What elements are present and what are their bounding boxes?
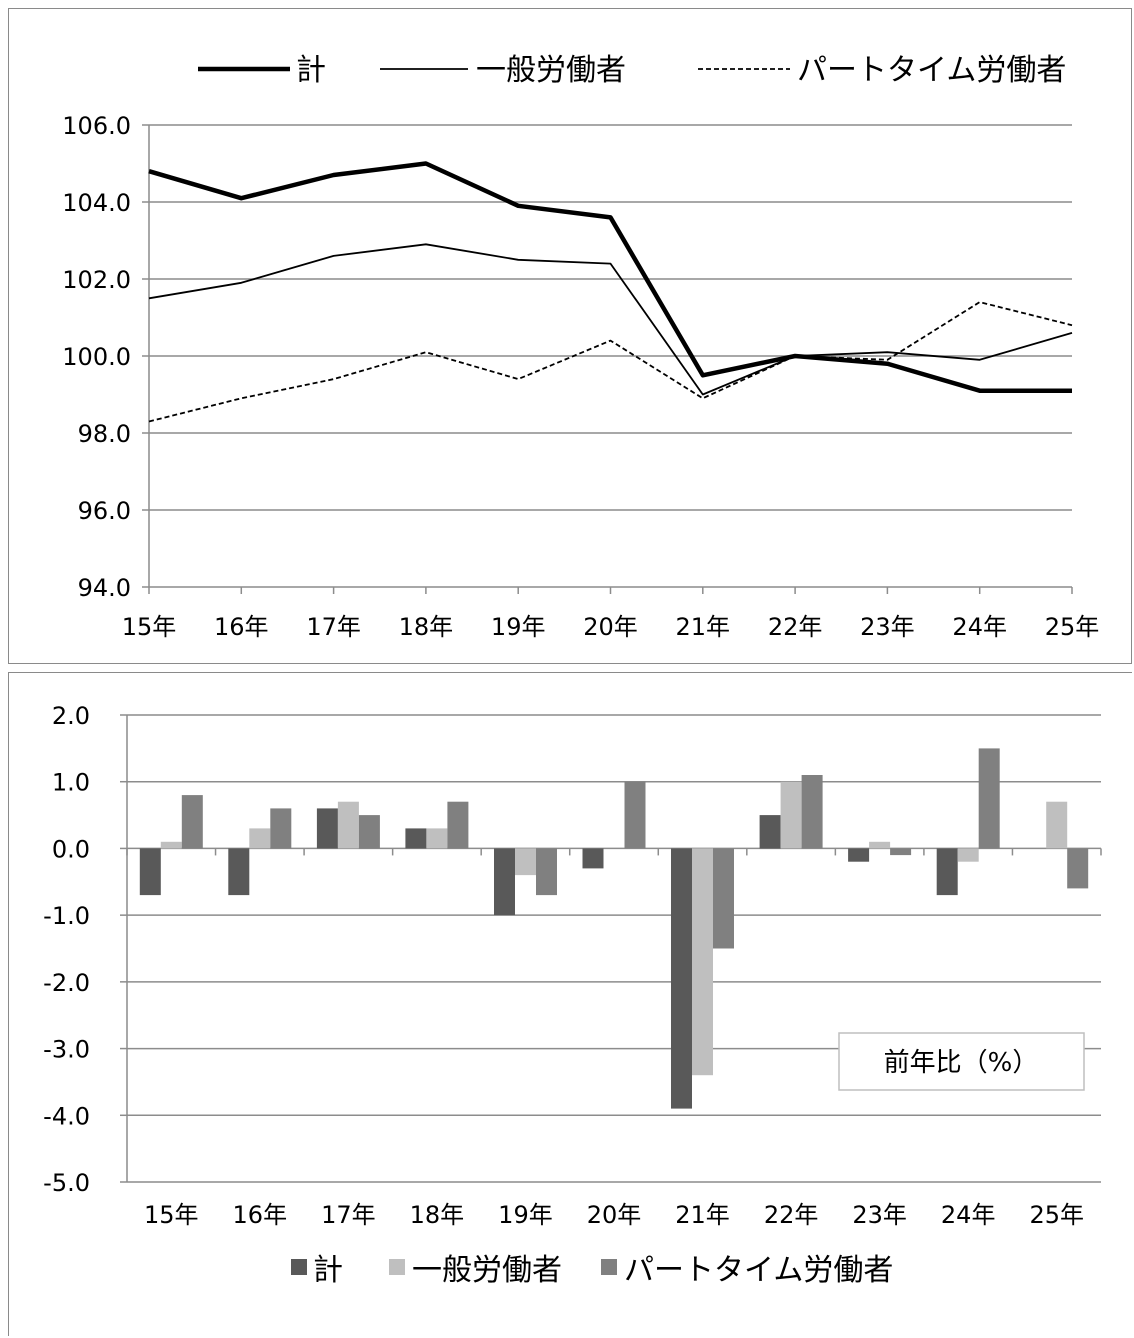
line-x-tick-label: 22年 [768, 613, 823, 641]
bar-0 [405, 828, 427, 849]
bar-1 [249, 828, 271, 849]
bar-y-tick-label: -2.0 [43, 969, 90, 997]
yoy-annotation-text: 前年比（%） [884, 1048, 1039, 1078]
bar-0 [139, 848, 161, 896]
bar-y-tick-label: -1.0 [43, 902, 90, 930]
bar-1 [780, 781, 802, 849]
line-x-tick-label: 24年 [952, 613, 1007, 641]
bar-y-tick-label: -5.0 [43, 1169, 90, 1197]
bar-2 [536, 848, 557, 896]
line-y-tick-label: 102.0 [62, 266, 131, 294]
bar-1 [1046, 801, 1068, 849]
bar-1 [957, 848, 979, 862]
bar-0 [848, 848, 870, 862]
line-x-tick-label: 19年 [491, 613, 546, 641]
bar-x-tick-label: 15年 [144, 1201, 199, 1229]
yoy-annotation-box [838, 1032, 1085, 1091]
bar-x-tick-label: 17年 [321, 1201, 376, 1229]
bar-x-tick-label: 25年 [1029, 1201, 1084, 1229]
line-y-tick-label: 94.0 [78, 574, 131, 602]
bar-0 [316, 808, 338, 849]
bar-legend-label: パートタイム労働者 [624, 1253, 893, 1288]
bar-2 [978, 748, 1000, 849]
line-series-1 [148, 243, 1073, 396]
yoy-bar-chart-panel [8, 672, 1132, 1336]
bar-0 [228, 848, 250, 896]
bar-x-tick-label: 19年 [498, 1201, 553, 1229]
bar-y-tick-label: 2.0 [52, 702, 90, 730]
bar-0 [671, 848, 692, 1109]
bar-legend-swatch [601, 1259, 617, 1275]
bar-legend-swatch [389, 1259, 405, 1275]
bar-1 [515, 848, 536, 876]
line-legend-label: 一般労働者 [476, 53, 626, 88]
bar-2 [801, 775, 823, 849]
bar-1 [337, 801, 359, 849]
index-line-chart-panel [8, 8, 1132, 664]
bar-2 [270, 808, 292, 849]
bar-2 [358, 815, 380, 849]
bar-legend-label: 一般労働者 [412, 1253, 562, 1288]
bar-y-tick-label: 0.0 [52, 835, 90, 863]
bar-x-tick-label: 23年 [852, 1201, 907, 1229]
bar-x-tick-label: 24年 [941, 1201, 996, 1229]
line-x-tick-label: 21年 [676, 613, 731, 641]
bar-0 [582, 848, 604, 869]
bar-2 [181, 795, 203, 849]
line-x-tick-label: 23年 [860, 613, 915, 641]
line-y-tick-label: 104.0 [62, 189, 131, 217]
line-x-tick-label: 25年 [1045, 613, 1100, 641]
bar-legend-label: 計 [313, 1253, 343, 1288]
bar-1 [426, 828, 448, 849]
bar-y-tick-label: -3.0 [43, 1036, 90, 1064]
line-series-0 [148, 161, 1072, 393]
bar-y-tick-label: -4.0 [43, 1102, 90, 1130]
bar-1 [692, 848, 713, 1076]
line-x-tick-label: 15年 [122, 613, 177, 641]
bar-2 [447, 801, 469, 849]
line-y-tick-label: 96.0 [78, 497, 131, 525]
line-legend-label: 計 [296, 53, 326, 88]
line-y-tick-label: 98.0 [78, 420, 131, 448]
bar-y-tick-label: 1.0 [52, 769, 90, 797]
line-legend-label: パートタイム労働者 [797, 53, 1066, 88]
line-y-tick-label: 100.0 [62, 343, 131, 371]
line-x-tick-label: 18年 [399, 613, 454, 641]
line-y-tick-label: 106.0 [62, 112, 131, 140]
bar-x-tick-label: 16年 [233, 1201, 288, 1229]
bar-2 [624, 781, 646, 849]
bar-x-tick-label: 22年 [764, 1201, 819, 1229]
line-x-tick-label: 17年 [306, 613, 361, 641]
bar-0 [759, 815, 781, 849]
bar-x-tick-label: 18年 [410, 1201, 465, 1229]
bar-legend-swatch [291, 1259, 307, 1275]
line-x-tick-label: 16年 [214, 613, 269, 641]
bar-2 [890, 848, 912, 856]
bar-x-tick-label: 20年 [587, 1201, 642, 1229]
bar-x-tick-label: 21年 [675, 1201, 730, 1229]
bar-2 [1067, 848, 1089, 889]
line-x-tick-label: 20年 [583, 613, 638, 641]
bar-0 [494, 848, 515, 916]
bar-2 [713, 848, 734, 949]
bar-0 [936, 848, 958, 896]
bar-1 [160, 841, 182, 849]
bar-1 [869, 841, 891, 849]
line-series-2 [148, 301, 1073, 423]
